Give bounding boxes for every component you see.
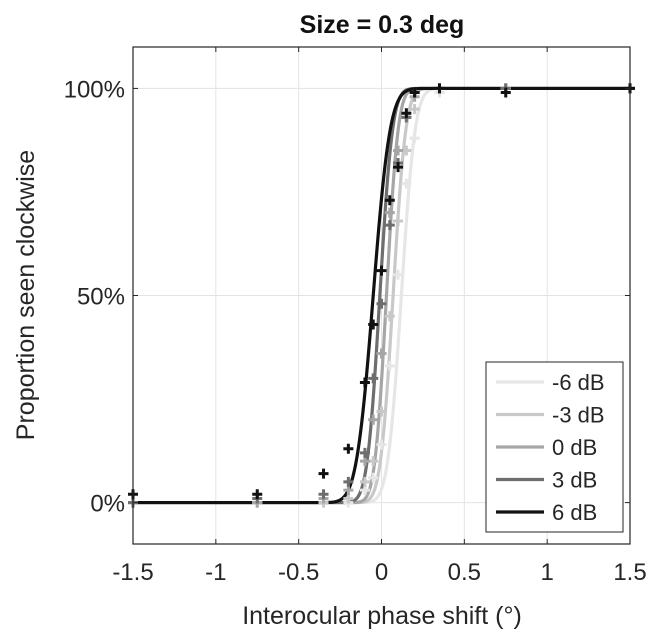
- y-axis-label: Proportion seen clockwise: [12, 150, 40, 440]
- x-tick-label: -0.5: [278, 559, 319, 586]
- x-tick-label: 0: [375, 559, 388, 586]
- data-point: [376, 298, 387, 309]
- data-point: [384, 220, 395, 231]
- data-point: [376, 406, 387, 417]
- data-point: [318, 489, 329, 500]
- data-point: [384, 195, 395, 206]
- data-point: [384, 360, 395, 371]
- data-point: [368, 414, 379, 425]
- data-point: [384, 311, 395, 322]
- y-tick-label: 0%: [90, 491, 125, 518]
- legend-label: 3 dB: [552, 468, 597, 493]
- data-point: [376, 439, 387, 450]
- data-point: [318, 468, 329, 479]
- data-point: [368, 472, 379, 483]
- y-tick-label: 50%: [77, 284, 125, 311]
- x-tick-label: -1.5: [112, 559, 153, 586]
- x-tick-label: 0.5: [448, 559, 481, 586]
- data-point: [434, 83, 445, 94]
- y-tick-label: 100%: [64, 76, 125, 103]
- legend-label: -3 dB: [552, 403, 605, 428]
- data-point: [359, 447, 370, 458]
- data-point: [368, 319, 379, 330]
- data-point: [401, 108, 412, 119]
- data-point: [368, 373, 379, 384]
- data-markers: [128, 83, 635, 508]
- legend: -6 dB -3 dB 0 dB 3 dB 6 dB: [485, 361, 624, 533]
- data-point: [409, 133, 420, 144]
- data-point: [401, 178, 412, 189]
- data-point: [376, 265, 387, 276]
- legend-label: 6 dB: [552, 500, 597, 525]
- data-point: [500, 87, 511, 98]
- axis-ticks: -1.5 -1 -0.5 0 0.5 1 1.5 0% 50% 100%: [64, 47, 647, 586]
- data-point: [343, 476, 354, 487]
- data-point: [359, 476, 370, 487]
- data-point: [393, 215, 404, 226]
- x-tick-label: -1: [205, 559, 226, 586]
- data-point: [393, 269, 404, 280]
- legend-label: -6 dB: [552, 370, 605, 395]
- data-point: [409, 104, 420, 115]
- data-point: [252, 489, 263, 500]
- data-point: [384, 207, 395, 218]
- x-tick-label: 1.5: [613, 559, 646, 586]
- data-point: [393, 145, 404, 156]
- fit-curve-series-4: [133, 86, 630, 505]
- data-point: [409, 87, 420, 98]
- data-point: [393, 162, 404, 173]
- legend-label: 0 dB: [552, 435, 597, 460]
- x-axis-label: Interocular phase shift (°): [242, 602, 522, 630]
- legend-box: [485, 361, 624, 533]
- data-point: [376, 348, 387, 359]
- data-point: [359, 377, 370, 388]
- data-point: [343, 443, 354, 454]
- chart-title: Size = 0.3 deg: [300, 11, 465, 39]
- x-tick-label: 1: [540, 559, 553, 586]
